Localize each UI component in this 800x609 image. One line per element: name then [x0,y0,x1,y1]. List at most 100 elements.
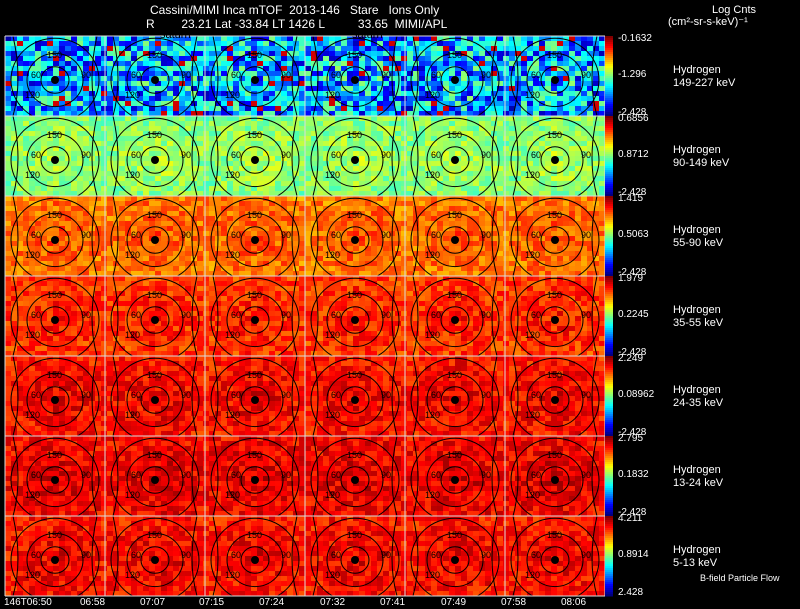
heat-cell [197,121,203,126]
heat-cell [461,141,467,146]
heat-cell [287,96,293,101]
heat-cell [317,251,323,256]
heat-cell [53,186,59,191]
heat-cell [161,266,167,271]
saturn-marker [451,76,459,84]
heat-cell [395,111,401,116]
heat-cell [593,256,599,261]
heat-cell [293,246,299,251]
heat-cell [539,96,545,101]
heat-cell [455,46,461,51]
heat-cell [131,76,137,81]
heat-cell [245,241,251,246]
heat-cell [581,191,587,196]
heat-cell [233,171,239,176]
heat-cell [383,151,389,156]
heat-cell [521,116,527,121]
heat-cell [239,61,245,66]
heat-cell [371,251,377,256]
heat-cell [71,261,77,266]
heat-cell [473,146,479,151]
heat-cell [443,76,449,81]
heat-cell [251,166,257,171]
heat-cell [209,111,215,116]
heat-cell [581,231,587,236]
heat-cell [467,61,473,66]
heat-cell [137,201,143,206]
heat-cell [149,101,155,106]
heat-cell [323,256,329,261]
heat-cell [53,46,59,51]
heat-cell [17,151,23,156]
heat-cell [437,76,443,81]
heat-cell [539,131,545,136]
heat-cell [95,231,101,236]
colorbar-segment [605,186,613,189]
heat-cell [587,171,593,176]
heat-cell [293,126,299,131]
heat-cell [305,101,311,106]
heat-cell [53,96,59,101]
heat-cell [581,146,587,151]
heat-cell [515,196,521,201]
heat-cell [143,186,149,191]
contour-line [291,35,298,117]
heat-cell [101,271,107,276]
heat-cell [113,136,119,141]
contour-line [12,115,19,197]
heat-cell [281,266,287,271]
heat-cell [383,46,389,51]
heat-cell [323,216,329,221]
heat-cell [119,91,125,96]
heat-cell [143,126,149,131]
heat-cell [569,111,575,116]
heat-cell [557,56,563,61]
heat-cell [443,206,449,211]
heat-cell [281,156,287,161]
heat-cell [599,71,605,76]
heat-cell [341,151,347,156]
heat-cell [143,51,149,56]
heat-cell [227,241,233,246]
heat-cell [377,106,383,111]
contour-line [512,115,519,197]
heat-cell [317,71,323,76]
heat-cell [407,176,413,181]
heat-cell [227,126,233,131]
heat-cell [539,136,545,141]
heat-cell [593,231,599,236]
heat-cell [203,181,209,186]
heat-cell [485,131,491,136]
heat-cell [185,191,191,196]
heat-cell [383,121,389,126]
heat-cell [365,96,371,101]
contour-line [391,35,398,117]
heat-cell [239,136,245,141]
heat-cell [347,151,353,156]
heat-cell [275,46,281,51]
heat-cell [47,271,53,276]
heat-cell [305,66,311,71]
heat-cell [119,136,125,141]
heat-cell [473,36,479,41]
heat-cell [29,66,35,71]
heat-cell [371,226,377,231]
heat-cell [299,231,305,236]
heat-cell [245,136,251,141]
heat-cell [227,256,233,261]
heat-cell [299,111,305,116]
heat-cell [575,211,581,216]
heat-cell [419,246,425,251]
heat-cell [509,231,515,236]
heat-cell [89,186,95,191]
heat-cell [143,101,149,106]
heat-cell [119,261,125,266]
colorbar-segment [605,64,613,67]
contour-label: 60 [531,70,541,80]
heat-cell [293,206,299,211]
heat-cell [191,186,197,191]
heat-cell [347,156,353,161]
heat-cell [539,66,545,71]
heat-cell [89,136,95,141]
heat-cell [419,256,425,261]
